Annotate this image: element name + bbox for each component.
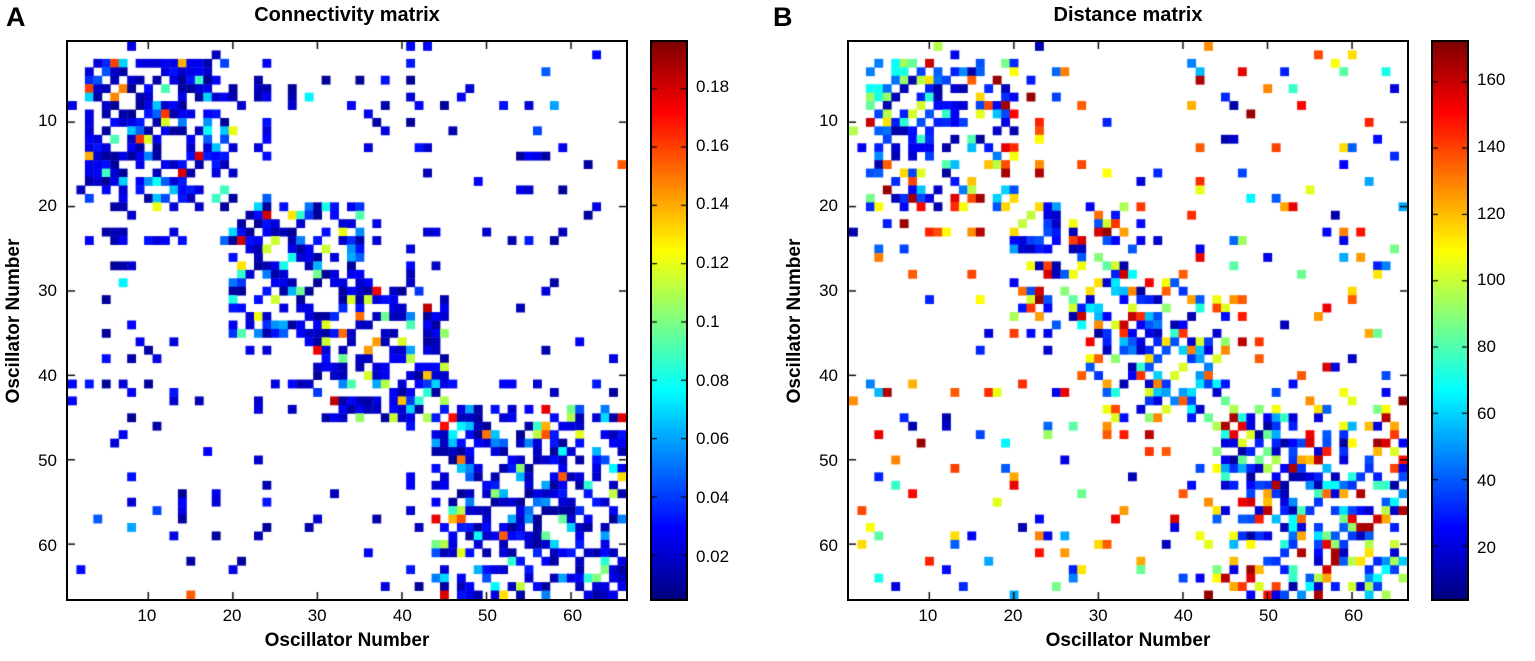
colorbar-tick-label: 0.1 xyxy=(696,311,720,331)
colorbar-tick-label: 0.18 xyxy=(696,76,730,96)
y-tick-label: 20 xyxy=(819,195,838,215)
panel-distance-matrix: B Distance matrix Oscillator Number 10 20… xyxy=(767,0,1534,661)
colorbar-tick-labels: 0.02 0.04 0.06 0.08 0.1 0.12 0.14 0.16 0.18 xyxy=(696,40,758,601)
plot-title: Connectivity matrix xyxy=(254,4,440,26)
y-tick-labels: 10 20 30 40 50 60 xyxy=(767,40,838,601)
y-tick-label: 30 xyxy=(38,280,57,300)
x-tick-label: 60 xyxy=(1344,606,1364,625)
x-tick-label: 30 xyxy=(1088,606,1108,625)
colorbar-tick-label: 80 xyxy=(1477,337,1496,357)
colorbar xyxy=(1431,40,1469,601)
colorbar-tick-label: 0.16 xyxy=(696,135,730,155)
x-axis-label: Oscillator Number xyxy=(1045,630,1211,651)
y-tick-label: 30 xyxy=(819,280,838,300)
x-tick-label: 40 xyxy=(1173,606,1193,625)
x-tick-labels: 10 20 30 40 50 60 xyxy=(847,606,1409,626)
y-tick-label: 50 xyxy=(819,450,838,470)
x-tick-label: 20 xyxy=(1003,606,1023,625)
colorbar-tick-labels: 20 40 60 80 100 120 140 160 xyxy=(1477,40,1535,601)
y-tick-label: 10 xyxy=(38,110,57,130)
colorbar-tick-label: 0.12 xyxy=(696,253,730,273)
colorbar-tick-label: 0.06 xyxy=(696,429,730,449)
colorbar-tick-label: 60 xyxy=(1477,404,1496,423)
panel-connectivity-matrix: A Connectivity matrix Oscillator Number … xyxy=(0,0,767,661)
x-tick-label: 60 xyxy=(563,606,583,625)
colorbar-tick-label: 40 xyxy=(1477,470,1496,490)
colorbar-tick-label: 120 xyxy=(1477,203,1506,223)
x-tick-label: 10 xyxy=(918,606,938,625)
colorbar-canvas xyxy=(652,42,686,599)
colorbar-tick-label: 100 xyxy=(1477,270,1506,290)
colorbar-tick-label: 0.04 xyxy=(696,488,730,508)
x-tick-label: 40 xyxy=(392,606,412,625)
heatmap-plot xyxy=(847,40,1409,601)
heatmap-plot xyxy=(66,40,628,601)
y-tick-labels: 10 20 30 40 50 60 xyxy=(0,40,57,601)
x-axis-label: Oscillator Number xyxy=(264,630,430,651)
panel-letter: B xyxy=(773,2,793,32)
x-tick-label: 30 xyxy=(307,606,327,625)
y-tick-label: 40 xyxy=(819,365,838,385)
x-tick-label: 10 xyxy=(137,606,157,625)
colorbar-tick-label: 20 xyxy=(1477,537,1496,557)
x-tick-labels: 10 20 30 40 50 60 xyxy=(66,606,628,626)
panel-letter: A xyxy=(6,2,26,32)
colorbar-tick-label: 0.08 xyxy=(696,370,730,390)
y-tick-label: 50 xyxy=(38,450,57,470)
colorbar-tick-label: 140 xyxy=(1477,136,1506,156)
colorbar-tick-label: 160 xyxy=(1477,70,1506,90)
y-tick-label: 60 xyxy=(819,535,838,555)
y-tick-label: 20 xyxy=(38,195,57,215)
plot-title: Distance matrix xyxy=(1053,4,1203,26)
colorbar-canvas xyxy=(1433,42,1467,599)
x-tick-label: 50 xyxy=(478,606,497,625)
colorbar-tick-label: 0.02 xyxy=(696,546,730,566)
x-tick-label: 50 xyxy=(1259,606,1278,625)
colorbar xyxy=(650,40,688,601)
y-tick-label: 10 xyxy=(819,110,838,130)
matrix-canvas xyxy=(68,42,626,599)
matrix-canvas xyxy=(849,42,1407,599)
y-tick-label: 40 xyxy=(38,365,57,385)
colorbar-tick-label: 0.14 xyxy=(696,194,730,214)
y-tick-label: 60 xyxy=(38,535,57,555)
x-tick-label: 20 xyxy=(222,606,242,625)
